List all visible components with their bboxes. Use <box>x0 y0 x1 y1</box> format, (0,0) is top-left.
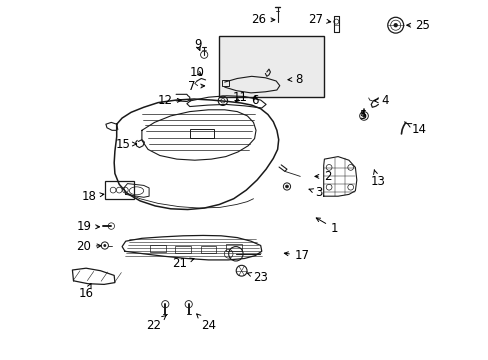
Circle shape <box>285 185 288 188</box>
Bar <box>104 181 133 199</box>
Text: 4: 4 <box>374 94 388 107</box>
Text: 16: 16 <box>79 284 93 300</box>
Bar <box>150 245 166 252</box>
Text: 24: 24 <box>196 314 216 332</box>
Text: 2: 2 <box>314 170 330 183</box>
Text: 26: 26 <box>250 13 274 26</box>
Text: 18: 18 <box>82 190 103 203</box>
Text: 21: 21 <box>172 257 194 270</box>
Text: 20: 20 <box>76 240 101 253</box>
Circle shape <box>393 23 397 27</box>
Bar <box>222 80 228 86</box>
Text: 13: 13 <box>369 170 385 188</box>
Circle shape <box>103 244 106 247</box>
Text: 6: 6 <box>251 94 259 107</box>
Text: 17: 17 <box>284 249 309 262</box>
Bar <box>200 246 216 253</box>
Text: 15: 15 <box>115 138 136 150</box>
Text: 7: 7 <box>188 80 204 93</box>
Bar <box>219 36 323 97</box>
Text: 1: 1 <box>316 218 338 235</box>
Bar <box>225 244 241 251</box>
Text: 12: 12 <box>157 94 181 107</box>
Text: 27: 27 <box>307 13 330 26</box>
Text: 23: 23 <box>247 271 268 284</box>
Text: 14: 14 <box>406 123 426 136</box>
Bar <box>175 246 191 253</box>
Text: 9: 9 <box>194 39 201 51</box>
Text: 25: 25 <box>406 19 429 32</box>
Text: 3: 3 <box>308 186 322 199</box>
Circle shape <box>362 114 365 118</box>
Text: 5: 5 <box>359 109 366 122</box>
Text: 22: 22 <box>146 315 166 332</box>
Text: 11: 11 <box>232 91 247 104</box>
Text: 8: 8 <box>287 73 302 86</box>
Text: 19: 19 <box>76 220 100 233</box>
Bar <box>190 129 213 138</box>
Text: 10: 10 <box>189 66 204 78</box>
